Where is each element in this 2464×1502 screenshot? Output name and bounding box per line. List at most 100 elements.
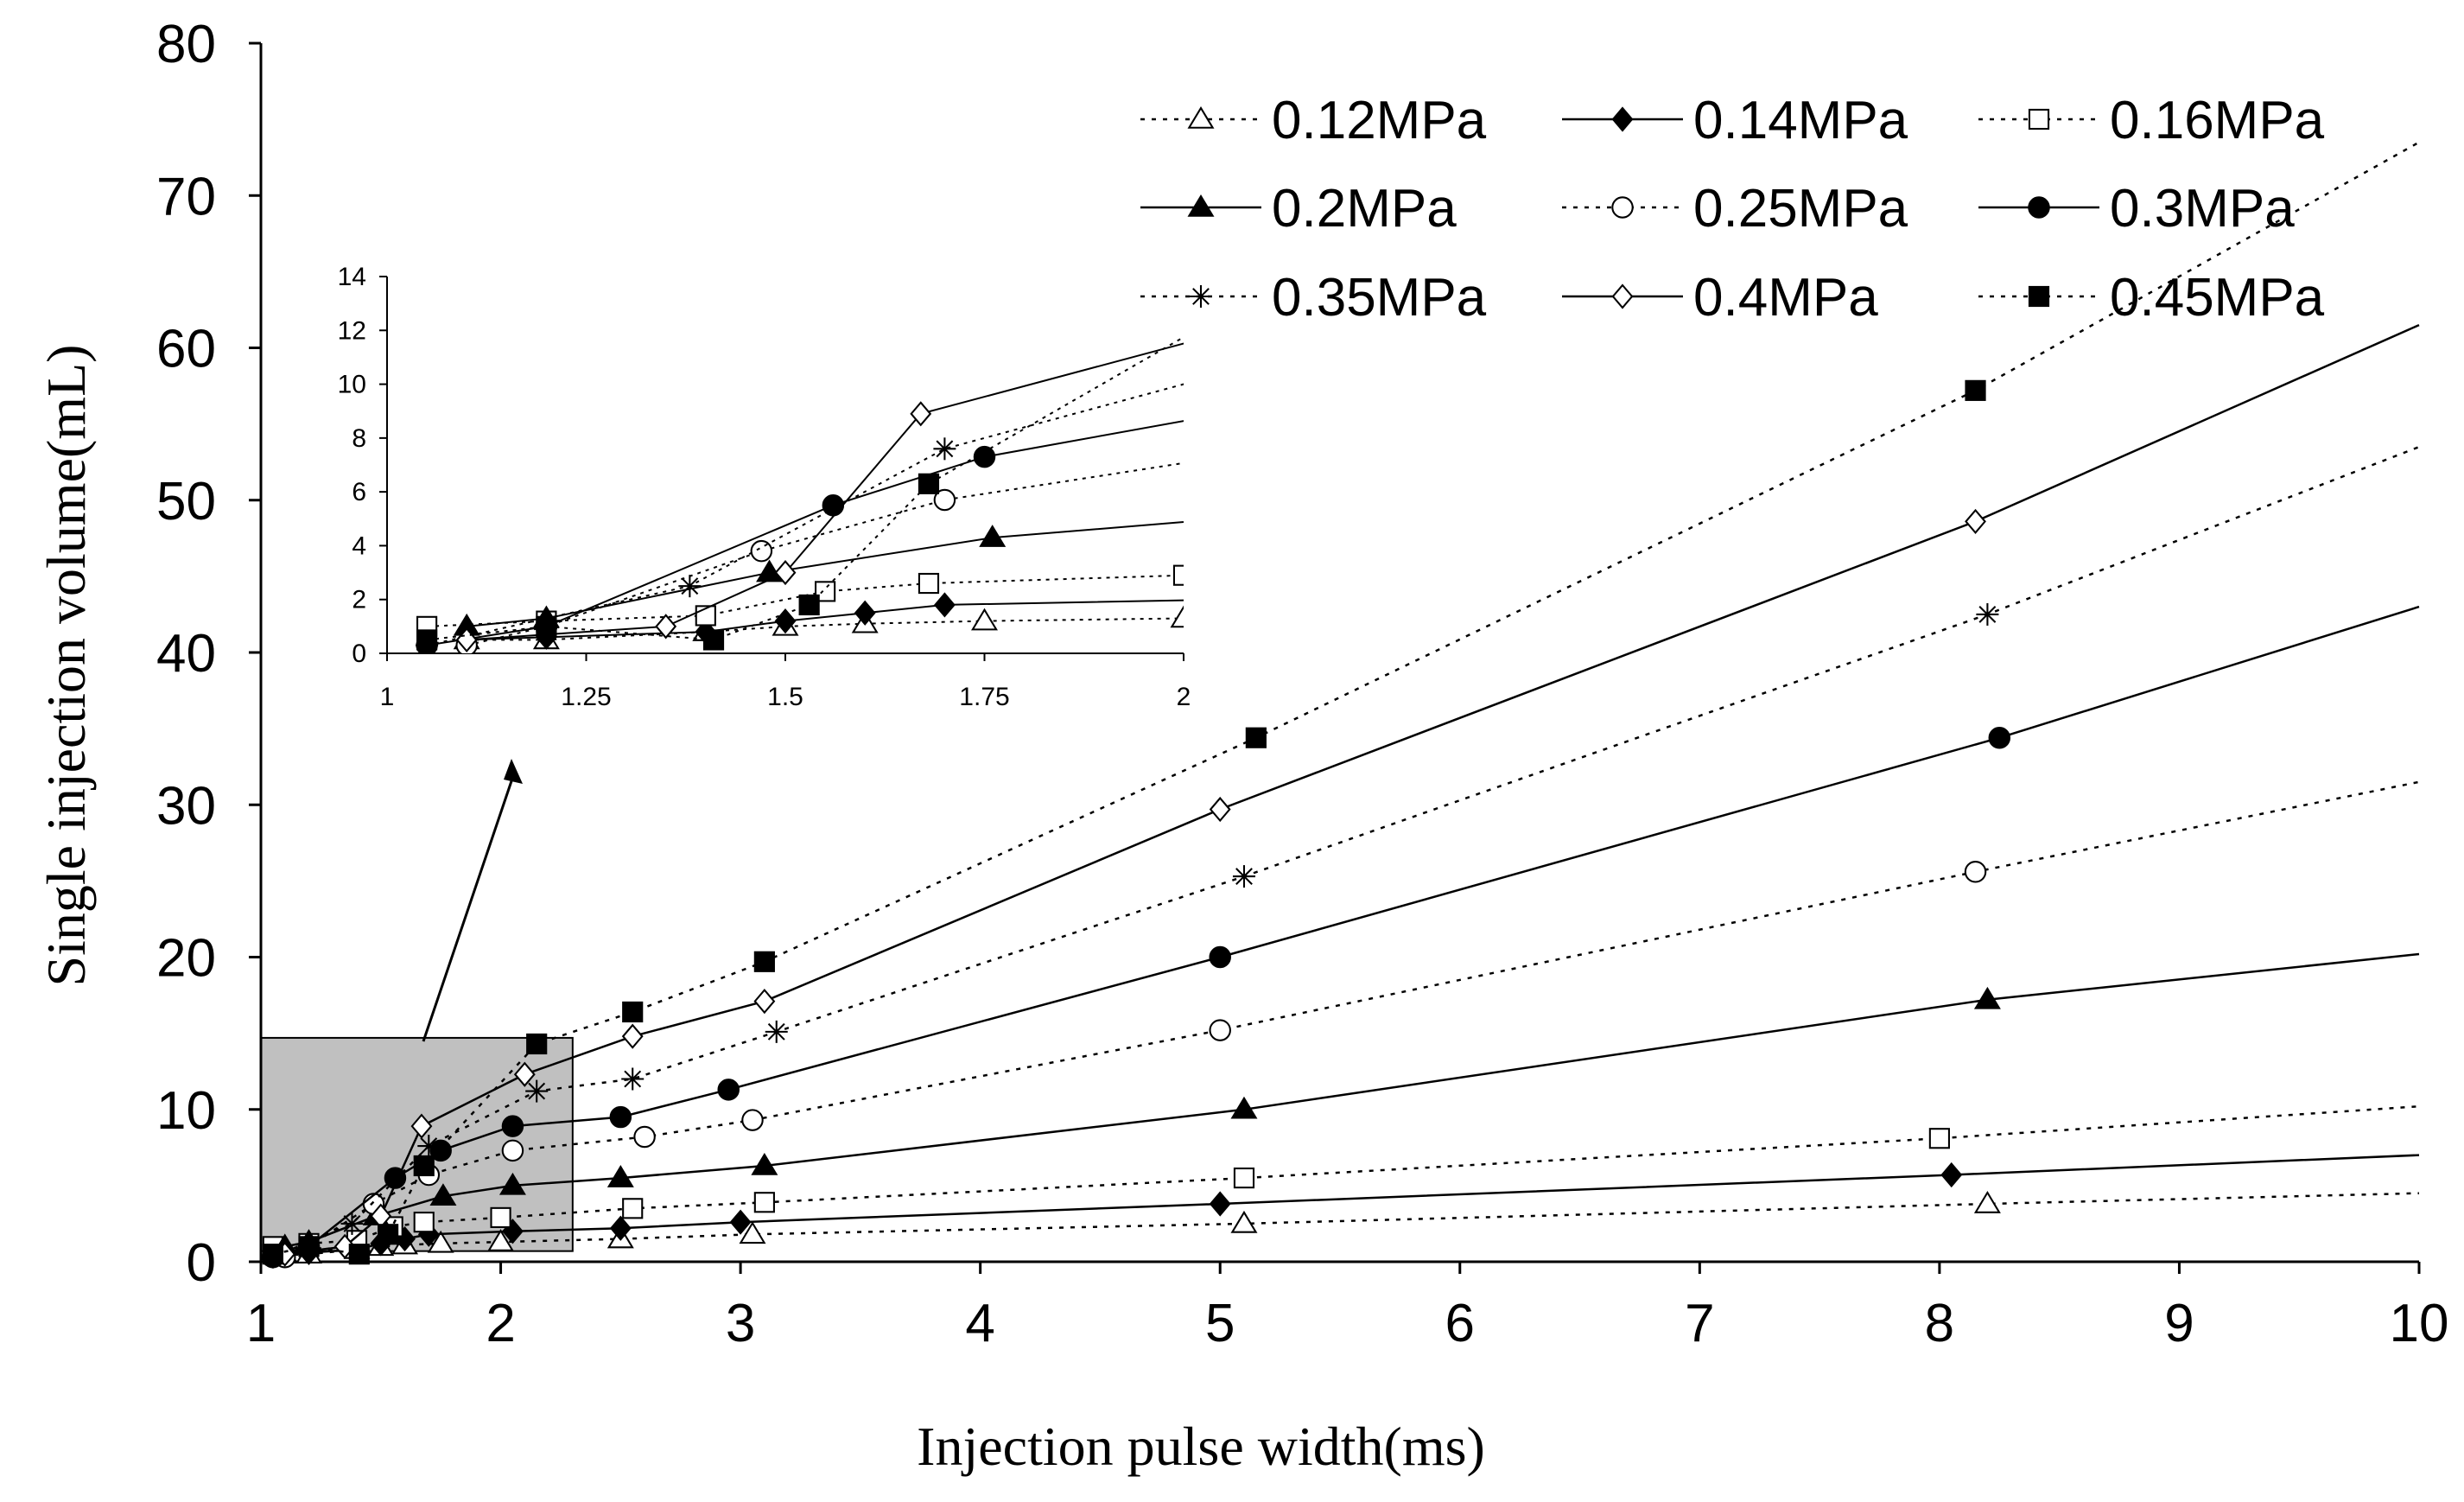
inset-data-point (815, 581, 836, 602)
data-point (340, 1212, 364, 1235)
series-line (284, 780, 2420, 1258)
legend-entry-0-4mpa: 0.4MPa (1562, 268, 1878, 328)
series-line (272, 605, 2420, 1258)
inset-series-group (416, 336, 1184, 653)
series-0-12mpa (271, 1191, 2420, 1263)
series-0-4mpa (274, 323, 2420, 1267)
legend-marker (1611, 196, 1634, 219)
inset-data-point (655, 614, 677, 640)
inset-data-point (774, 559, 797, 586)
data-point (753, 1192, 775, 1213)
legend-entry-0-14mpa: 0.14MPa (1562, 91, 1908, 150)
data-point (410, 1113, 433, 1139)
data-point (1976, 602, 1999, 626)
x-tick-label: 3 (726, 1294, 755, 1353)
inset-data-point (750, 539, 773, 563)
data-point (1230, 1096, 1258, 1119)
inset-data-point (918, 473, 940, 494)
data-point (622, 1001, 644, 1023)
data-point (1245, 727, 1267, 748)
inset-data-point (933, 488, 956, 512)
data-point (739, 1221, 766, 1244)
legend-marker (1611, 106, 1634, 132)
x-tick-label: 4 (965, 1294, 994, 1353)
series-line (272, 1104, 2420, 1248)
inset-x-tick-label: 1 (380, 683, 395, 711)
legend-marker (2028, 108, 2050, 130)
legend-marker (2028, 285, 2050, 308)
y-axis-title: Single injection volume(mL) (35, 345, 97, 987)
inset-data-point (536, 615, 557, 637)
legend-entry-0-3mpa: 0.3MPa (1978, 179, 2295, 239)
data-point (1928, 1128, 1950, 1149)
legend-entry-0-35mpa: 0.35MPa (1140, 268, 1487, 328)
inset-x-tick-label: 2 (1177, 683, 1191, 711)
legend-entry-0-45mpa: 0.45MPa (1978, 268, 2325, 328)
inset-series-line (426, 420, 1184, 646)
legend-marker (1611, 283, 1634, 309)
legend-label: 0.16MPa (2110, 91, 2325, 150)
data-point (262, 1244, 283, 1265)
series-line (284, 952, 2420, 1248)
y-tick-label: 60 (156, 320, 216, 379)
inset-y-tick-label: 6 (352, 478, 366, 506)
inset-data-point (798, 594, 820, 616)
data-point (1940, 1162, 1963, 1188)
inset-data-point (1172, 564, 1184, 586)
data-point (429, 1183, 457, 1206)
data-point (499, 1172, 526, 1195)
data-point (526, 1033, 548, 1055)
x-tick-label: 10 (2390, 1294, 2449, 1353)
inset-series-line (467, 599, 1184, 641)
data-point (487, 1229, 515, 1251)
x-tick-label: 2 (486, 1294, 515, 1353)
data-point (753, 989, 776, 1015)
inset-series-line (467, 521, 1184, 627)
inset-y-tick-label: 12 (338, 316, 366, 345)
inset-y-tick-label: 14 (338, 263, 366, 291)
data-point (622, 1198, 644, 1219)
inset-data-point (702, 629, 725, 651)
data-point (513, 1061, 536, 1087)
data-point (1232, 865, 1255, 888)
legend-entry-0-25mpa: 0.25MPa (1562, 179, 1908, 239)
legend-marker (1190, 285, 1212, 308)
legend-label: 0.25MPa (1693, 179, 1908, 239)
y-tick-label: 80 (156, 15, 216, 74)
inset-plot: 1 1.25 1.5 1.75 2 0 2 4 6 8 10 12 14 (338, 263, 1191, 711)
inset-series-0-45mpa (416, 336, 1184, 651)
data-point (1988, 726, 2011, 749)
inset-y-tick-label: 4 (352, 531, 366, 560)
legend-marker (2028, 196, 2050, 219)
inset-x-tick-label: 1.25 (561, 683, 611, 711)
data-point (501, 1139, 524, 1162)
series-0-45mpa (262, 141, 2420, 1265)
data-point (1230, 1210, 1258, 1233)
legend-label: 0.4MPa (1693, 268, 1878, 328)
data-point (1965, 379, 1986, 401)
inset-data-point (918, 572, 940, 595)
series-0-35mpa (261, 445, 2420, 1269)
data-point (413, 1155, 435, 1177)
inset-arrow (422, 759, 523, 1042)
data-point (765, 1020, 788, 1043)
legend-entry-0-16mpa: 0.16MPa (1978, 91, 2325, 150)
data-point (741, 1109, 764, 1131)
data-point (378, 1224, 399, 1245)
inset-y-tick-label: 8 (352, 424, 366, 453)
legend-label: 0.2MPa (1272, 179, 1457, 239)
data-point (427, 1230, 454, 1253)
x-tick-label: 6 (1445, 1294, 1475, 1353)
data-point (413, 1212, 435, 1233)
legend-entry-0-12mpa: 0.12MPa (1140, 91, 1487, 150)
data-point (621, 1023, 644, 1049)
inset-series-0-16mpa (416, 564, 1184, 637)
x-tick-label: 7 (1685, 1294, 1714, 1353)
data-point (525, 1079, 549, 1103)
data-point (609, 1215, 632, 1241)
inset-y-tick-label: 0 (352, 640, 366, 668)
series-line (272, 445, 2420, 1258)
legend-label: 0.14MPa (1693, 91, 1908, 150)
data-point (1209, 1191, 1231, 1217)
y-tick-label: 70 (156, 167, 216, 226)
